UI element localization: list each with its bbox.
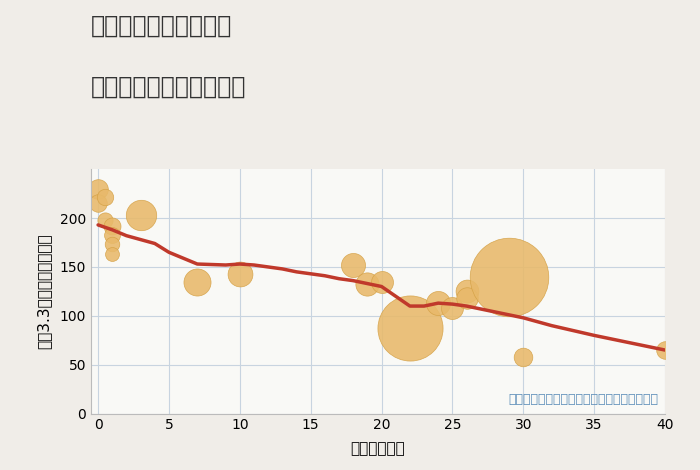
Text: 円の大きさは、取引のあった物件面積を示す: 円の大きさは、取引のあった物件面積を示す	[508, 393, 658, 406]
Point	[92, 200, 104, 207]
Point	[106, 241, 118, 248]
Point	[92, 185, 104, 193]
Y-axis label: 坪（3.3㎡）単価（万円）: 坪（3.3㎡）単価（万円）	[36, 234, 51, 349]
Point	[106, 251, 118, 258]
Point	[135, 212, 146, 219]
Point	[518, 353, 529, 360]
Point	[461, 288, 472, 295]
Text: 築年数別中古戸建て価格: 築年数別中古戸建て価格	[91, 75, 246, 99]
Point	[348, 261, 359, 269]
Point	[503, 273, 514, 281]
Point	[376, 278, 387, 285]
Point	[99, 193, 111, 200]
Point	[362, 280, 373, 287]
Point	[99, 216, 111, 224]
Point	[405, 324, 416, 331]
Point	[234, 270, 246, 278]
Point	[433, 299, 444, 307]
Point	[106, 222, 118, 230]
Point	[192, 278, 203, 285]
Point	[461, 295, 472, 302]
Point	[447, 304, 458, 312]
Point	[106, 231, 118, 238]
Point	[659, 346, 671, 354]
X-axis label: 築年数（年）: 築年数（年）	[351, 441, 405, 456]
Text: 東京都狛江市元和泉の: 東京都狛江市元和泉の	[91, 14, 232, 38]
